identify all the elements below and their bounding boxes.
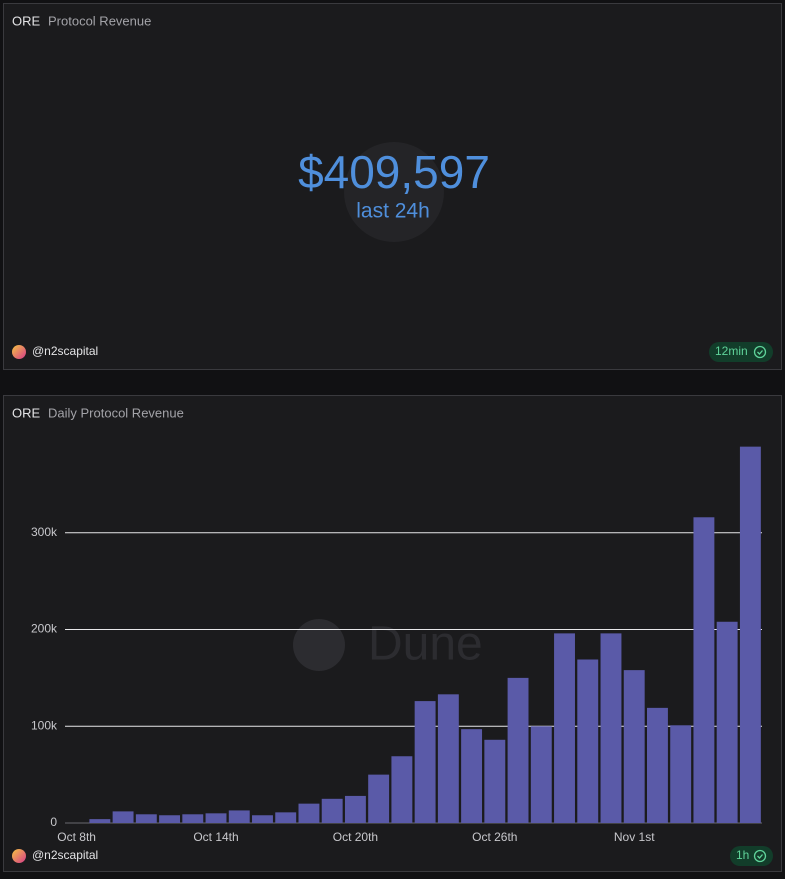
project: ORE [12,405,41,420]
bar [484,739,506,823]
project: ORE [12,13,41,28]
x-tick-label: Oct 20th [333,830,378,844]
bar [205,813,227,823]
check-icon [753,849,767,863]
bar [368,774,390,823]
bar [275,812,297,823]
counter-caption: last 24h [356,200,430,223]
bar [530,726,552,823]
y-tick-label: 300k [31,525,58,539]
bar [321,798,343,823]
bar [437,694,459,823]
author[interactable]: @n2scapital [32,344,98,358]
bar [623,670,645,823]
bar [554,633,575,823]
check-icon [757,854,763,859]
x-tick-label: Oct 26th [472,830,517,844]
bar [228,810,250,823]
refresh-label: 12min [715,344,748,358]
x-tick-label: Oct 14th [193,830,238,844]
avatar [12,849,26,863]
author[interactable]: @n2scapital [32,848,98,862]
bar [182,814,204,823]
watermark: Dune [368,618,483,671]
bar [693,517,715,823]
check-icon [753,345,767,359]
bar [600,633,622,823]
watermark-logo [344,142,444,242]
bar [89,819,111,823]
bar [577,659,599,823]
bar [252,815,273,823]
bar [112,811,134,823]
panel-title: Protocol Revenue [48,13,151,28]
panel-title: Daily Protocol Revenue [48,405,184,420]
bar [135,814,157,823]
bar [159,815,181,823]
refresh-label: 1h [736,848,749,862]
bar [298,803,320,823]
avatar [12,345,26,359]
check-icon [757,350,763,355]
y-tick-label: 200k [31,622,58,636]
x-tick-label: Oct 8th [57,830,96,844]
y-tick-label: 0 [50,815,57,829]
x-tick-label: Nov 1st [614,830,655,844]
bar [461,729,483,823]
bar [646,707,668,823]
counter-value: $409,597 [298,146,490,198]
bar [670,725,692,823]
watermark-logo [293,619,345,671]
bar [507,677,529,823]
bar [716,621,738,823]
bar [414,701,436,823]
bar [391,756,413,823]
y-tick-label: 100k [31,718,58,732]
bar [344,795,366,823]
bar [739,446,761,823]
